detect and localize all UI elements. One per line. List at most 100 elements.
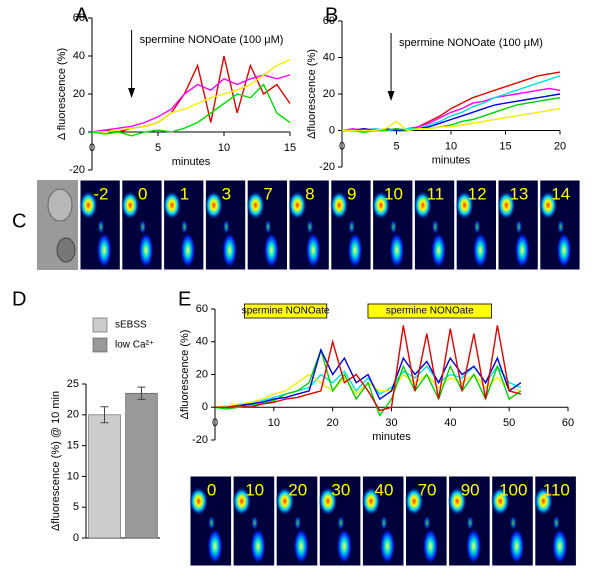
x-axis-label: minutes <box>372 431 411 443</box>
frame-label: 0 <box>207 480 216 499</box>
y-tick-label: 40 <box>73 50 85 62</box>
cell-body <box>379 528 396 565</box>
cell-spot <box>490 486 510 516</box>
y-tick-label: 0 <box>329 124 335 136</box>
cell-spot <box>533 486 553 516</box>
panel-letter: C <box>12 210 26 232</box>
panel-letter: E <box>178 288 191 310</box>
x-tick-label: 5 <box>155 142 161 154</box>
y-tick-label: 15 <box>67 440 79 452</box>
x-tick-label: 20 <box>554 140 566 152</box>
cell-body <box>508 528 525 565</box>
annotation: spermine NONOate (100 μM) <box>399 37 543 49</box>
cell-body <box>472 232 488 269</box>
treatment-box <box>367 303 492 319</box>
brightfield-cell <box>47 188 73 222</box>
cell-body <box>306 219 314 234</box>
cell-spot <box>404 486 424 516</box>
trace <box>91 74 291 133</box>
panel-letter: A <box>75 4 89 26</box>
frame-label: 8 <box>305 184 314 203</box>
cell-body <box>251 515 259 530</box>
arrow-head <box>128 88 136 98</box>
y-tick-label: 5 <box>73 501 79 513</box>
cell-body <box>97 219 105 234</box>
cell-body <box>222 232 238 269</box>
cell-spot <box>413 190 432 220</box>
trace <box>92 59 291 133</box>
y-tick-label: 10 <box>67 470 79 482</box>
cell-spot <box>455 190 474 220</box>
y-tick-label: 25 <box>67 378 79 390</box>
x-tick-label: 15 <box>499 140 511 152</box>
y-axis-label: Δfluorescence (%) <box>306 49 318 139</box>
cell-body <box>264 219 272 234</box>
y-tick-label: -20 <box>69 164 85 176</box>
cell-spot <box>497 190 516 220</box>
legend-label: low Ca²⁺ <box>115 340 154 351</box>
frame-label: 110 <box>543 480 570 499</box>
cell-spot <box>232 486 252 516</box>
trace <box>91 55 291 133</box>
cell-body <box>294 515 302 530</box>
x-tick-label: 0 <box>339 140 345 152</box>
cell-body <box>390 219 397 234</box>
frame-label: 13 <box>509 184 528 203</box>
frame-label: 12 <box>468 184 487 203</box>
frame-label: 10 <box>384 184 403 203</box>
treatment-box <box>244 303 328 319</box>
y-tick-label: 20 <box>67 409 79 421</box>
cell-body <box>552 528 568 565</box>
annotation: spermine NONOate (100 μM) <box>140 34 284 46</box>
bar <box>88 414 121 539</box>
cell-spot <box>361 486 381 516</box>
cell-body <box>380 515 388 530</box>
y-tick-label: 40 <box>196 336 208 348</box>
y-axis-label: Δfluorescence (%) <box>179 330 191 420</box>
x-tick-label: 30 <box>385 417 397 429</box>
error-bar <box>100 406 109 424</box>
trace <box>342 107 561 132</box>
cell-body <box>348 219 356 234</box>
cell-body <box>138 232 154 269</box>
frame-label: 3 <box>222 184 231 203</box>
trace <box>215 325 522 412</box>
cell-body <box>336 528 353 565</box>
frame-label: -2 <box>93 184 108 203</box>
cell-body <box>337 515 345 530</box>
cell-body <box>139 219 147 234</box>
cell-spot <box>79 190 98 220</box>
x-tick-label: 60 <box>562 417 574 429</box>
x-tick-label: 50 <box>503 417 515 429</box>
panel-letter: D <box>12 288 26 310</box>
treatment-label: spermine NONOate <box>242 306 330 317</box>
frame-label: 10 <box>245 480 264 499</box>
x-axis-label: minutes <box>172 156 211 168</box>
y-axis-label: Δ fluorescence (%) <box>56 48 68 140</box>
frame-label: 30 <box>331 480 350 499</box>
frame-label: 90 <box>461 480 480 499</box>
cell-body <box>557 219 565 234</box>
frame-label: 40 <box>374 480 393 499</box>
x-axis-label: minutes <box>432 154 471 166</box>
cell-body <box>207 528 223 565</box>
cell-spot <box>162 190 182 220</box>
cell-body <box>431 232 447 269</box>
y-tick-label: 60 <box>323 15 335 27</box>
cell-body <box>208 515 215 530</box>
trace <box>215 347 522 408</box>
cell-body <box>180 232 196 269</box>
cell-spot <box>189 486 209 516</box>
legend-swatch <box>92 337 108 353</box>
trace <box>215 365 522 408</box>
y-tick-label: 0 <box>202 401 208 413</box>
x-tick-label: 20 <box>327 417 339 429</box>
y-tick-label: 0 <box>73 532 79 544</box>
y-tick-label: 60 <box>73 12 85 24</box>
frame-label: 70 <box>418 480 437 499</box>
y-tick-label: 20 <box>196 368 208 380</box>
frame-label: 100 <box>499 480 527 499</box>
brightfield-cell <box>56 237 76 263</box>
trace <box>342 71 561 132</box>
